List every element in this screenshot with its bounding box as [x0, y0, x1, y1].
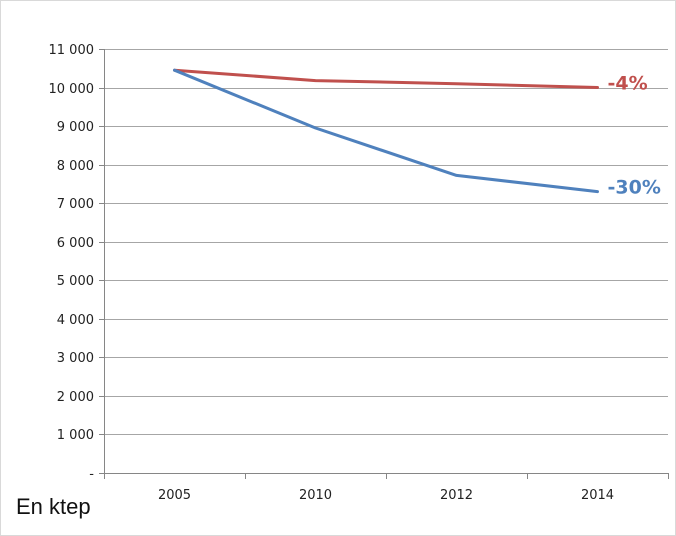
x-tick-label: 2014 — [581, 488, 614, 503]
x-tick-label: 2005 — [158, 488, 191, 503]
y-tick-label: 1 000 — [57, 428, 94, 443]
gridlines — [104, 49, 668, 435]
y-tick-label: 5 000 — [57, 274, 94, 289]
y-tick-label: 11 000 — [49, 43, 95, 58]
y-tick-label: 4 000 — [57, 313, 94, 328]
series-line-2 — [173, 68, 599, 194]
y-tick-label: 6 000 — [57, 236, 94, 251]
y-tick-label: 8 000 — [57, 159, 94, 174]
y-axis-tick-labels: - 1 000 2 000 3 000 4 000 5 000 6 000 7 000 8 00… — [49, 43, 95, 482]
y-tick-label: 9 000 — [57, 120, 94, 135]
annotations: -4% -30% — [608, 73, 661, 199]
unit-label: En ktep — [16, 494, 91, 519]
series-line-1 — [173, 68, 599, 89]
y-tick-label: 10 000 — [49, 82, 95, 97]
y-tick-label: 7 000 — [57, 197, 94, 212]
series-lines — [173, 68, 599, 194]
x-tick-label: 2012 — [440, 488, 473, 503]
annotation-label: -30% — [608, 177, 661, 199]
y-tick-label: 3 000 — [57, 351, 94, 366]
x-tick-label: 2010 — [299, 488, 332, 503]
x-axis-tick-labels: 2005 2010 2012 2014 — [158, 488, 614, 503]
annotation-label: -4% — [608, 73, 648, 95]
y-tick-label: - — [89, 467, 94, 482]
y-tick-label: 2 000 — [57, 390, 94, 405]
axes — [99, 49, 669, 479]
